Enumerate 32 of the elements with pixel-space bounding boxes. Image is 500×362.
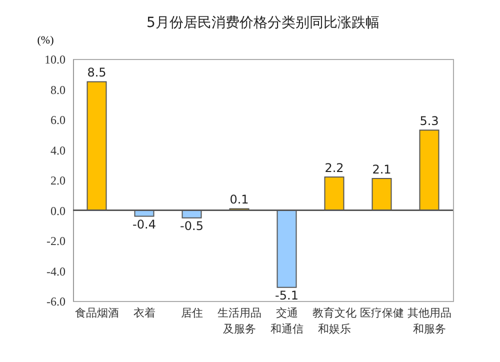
x-tick-label: 其他用品和服务 <box>407 306 452 336</box>
bar <box>324 176 344 211</box>
x-tick-label: 生活用品及服务 <box>217 306 262 336</box>
bar <box>372 178 392 211</box>
y-tick-label: 8.0 <box>50 82 66 97</box>
bar <box>86 81 107 211</box>
bar <box>276 210 297 288</box>
data-label: 8.5 <box>87 66 106 80</box>
x-tick-label: 教育文化和娱乐 <box>312 306 356 336</box>
data-label: -5.1 <box>275 288 298 302</box>
y-tick-label: 6.0 <box>50 113 66 127</box>
x-tick-label: 衣着 <box>133 306 156 320</box>
y-tick-label: -6.0 <box>46 294 66 308</box>
x-tick-label: 居住 <box>180 306 203 320</box>
data-label: -0.5 <box>180 218 204 233</box>
bar <box>419 130 440 211</box>
y-tick-label: -2.0 <box>46 234 66 248</box>
y-tick-label: -4.0 <box>46 264 66 278</box>
y-tick-label: 2.0 <box>50 174 66 188</box>
data-label: 2.1 <box>372 162 392 176</box>
data-label: 2.2 <box>324 160 344 175</box>
x-tick-label: 医疗保健 <box>360 306 404 320</box>
data-label: 5.3 <box>420 114 439 128</box>
chart-title: 5月份居民消费价格分类别同比涨跌幅 <box>146 15 380 31</box>
y-tick-label: 4.0 <box>50 143 66 158</box>
data-label: 0.1 <box>230 192 249 207</box>
x-tick-label: 交通和通信 <box>270 306 304 336</box>
y-axis-title: (%) <box>37 34 54 46</box>
data-label: -0.4 <box>132 217 156 232</box>
x-tick-label: 食品烟酒 <box>74 306 119 320</box>
y-tick-label: 0.0 <box>50 204 66 218</box>
y-tick-label: 10.0 <box>44 52 66 66</box>
